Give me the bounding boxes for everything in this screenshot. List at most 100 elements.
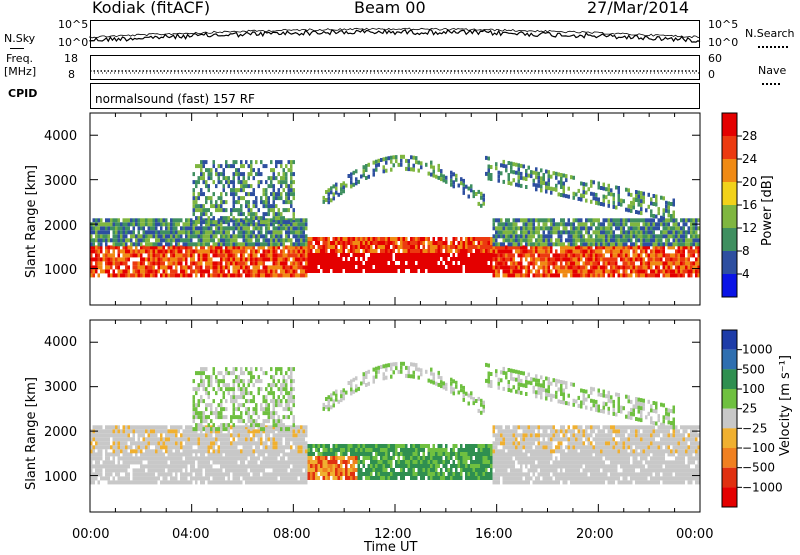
power-cell (593, 222, 596, 226)
power-cell (150, 249, 153, 253)
power-cell (555, 238, 558, 242)
power-cell (303, 226, 306, 230)
power-cell (515, 273, 518, 277)
velocity-cell (203, 427, 206, 431)
velocity-cell (93, 433, 96, 437)
power-cell (540, 242, 543, 246)
velocity-cell (183, 433, 186, 437)
velocity-cell (203, 437, 206, 441)
velocity-cell (200, 449, 203, 453)
power-cell (695, 238, 698, 242)
power-cell (200, 238, 203, 242)
power-cell (503, 269, 506, 273)
power-cell (510, 257, 513, 261)
power-cell (300, 222, 303, 226)
power-cell (230, 208, 233, 212)
power-cell (523, 249, 526, 253)
power-cell (548, 218, 551, 222)
power-cell (153, 218, 156, 222)
power-cell (280, 176, 283, 180)
power-cell (683, 238, 686, 242)
power-cell (255, 196, 258, 200)
power-cell (238, 265, 241, 269)
velocity-cell (148, 437, 151, 441)
power-cell (150, 265, 153, 269)
velocity-cell (205, 445, 208, 449)
power-cell (583, 269, 586, 273)
power-cell (253, 269, 256, 273)
power-cell (103, 226, 106, 230)
power-cell (395, 159, 398, 163)
power-cell (283, 253, 286, 257)
power-cell (678, 273, 681, 277)
power-cell (580, 273, 583, 277)
power-cell (265, 265, 268, 269)
power-cell (515, 222, 518, 226)
power-cell (310, 261, 313, 265)
power-cell (590, 222, 593, 226)
velocity-cell (145, 429, 148, 433)
velocity-cell (213, 367, 216, 371)
velocity-cell (203, 445, 206, 449)
velocity-cell (213, 387, 216, 391)
power-cell (285, 220, 288, 224)
power-cell (473, 269, 476, 273)
power-cell (410, 269, 413, 273)
velocity-cell (140, 433, 143, 437)
power-cell (315, 261, 318, 265)
power-cell (225, 208, 228, 212)
power-cell (675, 234, 678, 238)
velocity-cell (253, 383, 256, 387)
power-cell (615, 226, 618, 230)
power-cell (413, 269, 416, 273)
power-cell (513, 257, 516, 261)
velocity-cell (153, 425, 156, 429)
power-cell (223, 249, 226, 253)
power-cell (653, 257, 656, 261)
power-cell (533, 242, 536, 246)
velocity-cell (225, 437, 228, 441)
power-cell (625, 208, 628, 212)
power-cell (308, 265, 311, 269)
velocity-cell (198, 464, 201, 468)
power-cell (285, 257, 288, 261)
power-cell (498, 265, 501, 269)
velocity-cell (128, 476, 131, 480)
velocity-cell (193, 449, 196, 453)
velocity-cell (115, 433, 118, 437)
power-cell (370, 245, 373, 249)
velocity-cell (288, 441, 291, 445)
power-cell (173, 273, 176, 277)
power-cell (530, 269, 533, 273)
power-cell (245, 261, 248, 265)
power-cell (695, 230, 698, 234)
velocity-cell (135, 480, 138, 484)
power-cell (178, 242, 181, 246)
velocity-cell (273, 399, 276, 403)
power-cell (143, 273, 146, 277)
power-cell (323, 253, 326, 257)
power-cell (238, 261, 241, 265)
power-cell (620, 265, 623, 269)
power-cell (648, 238, 651, 242)
velocity-cell (223, 464, 226, 468)
power-cell (648, 273, 651, 277)
power-cell (655, 261, 658, 265)
power-cell (680, 249, 683, 253)
power-cell (633, 249, 636, 253)
power-cell (220, 269, 223, 273)
power-cell (545, 249, 548, 253)
power-cell (283, 172, 286, 176)
power-cell (510, 269, 513, 273)
velocity-cell (173, 437, 176, 441)
power-cell (345, 253, 348, 257)
velocity-cell (103, 429, 106, 433)
power-cell (655, 242, 658, 246)
velocity-cell (280, 464, 283, 468)
power-cell (280, 238, 283, 242)
power-cell (505, 164, 508, 168)
power-cell (300, 257, 303, 261)
power-cell (565, 257, 568, 261)
power-cell (668, 269, 671, 273)
velocity-cell (93, 464, 96, 468)
